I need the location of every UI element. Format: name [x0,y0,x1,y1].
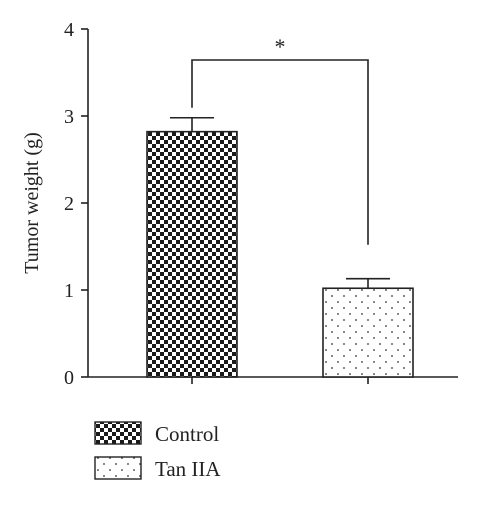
legend-label: Control [155,422,219,446]
legend: Control Tan IIA [94,421,221,481]
bars [146,116,414,384]
y-tick-label: 1 [64,280,74,302]
y-tick-label: 4 [64,19,74,41]
legend-label: Tan IIA [155,457,221,481]
bar-control [146,130,238,378]
legend-swatch-tan-iia [94,456,142,480]
significance-line [191,59,369,245]
y-axis-label: Tumor weight (g) [21,132,43,273]
legend-swatch-control [94,421,142,445]
significance-bracket: * [191,34,369,245]
significance-star: * [275,34,286,59]
bar-tan-iia [322,287,414,378]
y-tick-label: 3 [64,106,74,128]
y-tick-label: 2 [64,193,74,215]
y-tick-label: 0 [64,367,74,389]
